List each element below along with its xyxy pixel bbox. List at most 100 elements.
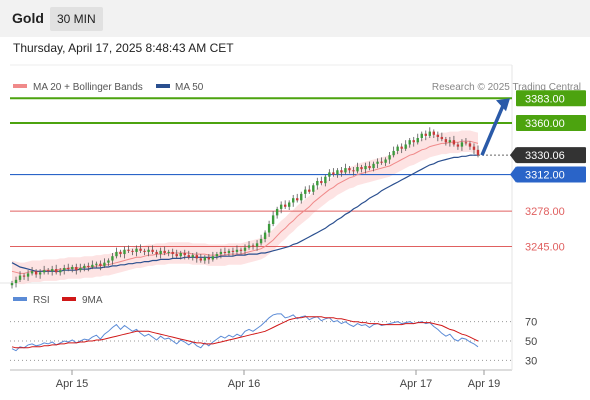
legend-9ma-label: 9MA (82, 295, 103, 306)
candle (42, 265, 46, 275)
candle (308, 185, 311, 194)
candle-body (336, 170, 339, 175)
candle (38, 269, 42, 279)
candle (320, 176, 323, 186)
candle-body (251, 245, 255, 247)
candle-body (235, 249, 239, 252)
candle (183, 249, 186, 260)
candle (416, 133, 419, 145)
candle-body (460, 142, 464, 147)
candle-body (71, 266, 74, 270)
candle (167, 249, 170, 257)
candle-body (219, 251, 223, 255)
candle-body (444, 139, 448, 143)
instrument-title: Gold (12, 10, 44, 26)
candle (139, 244, 142, 253)
candle-body (95, 263, 98, 265)
candle-body (63, 268, 66, 271)
candle (328, 169, 331, 181)
candle (364, 162, 367, 174)
candle (263, 230, 267, 243)
candle (187, 250, 190, 260)
candle (384, 157, 387, 166)
candle-body (392, 150, 395, 156)
candle-body (123, 249, 126, 255)
candle (179, 250, 182, 260)
candle-body (143, 250, 146, 252)
candle (247, 241, 251, 250)
candle (103, 258, 106, 269)
candle (171, 248, 174, 259)
candle (135, 245, 138, 257)
candle (356, 162, 359, 174)
candle-body (328, 172, 331, 177)
candle-body (384, 159, 387, 163)
candle-body (191, 255, 194, 258)
candle-body (127, 249, 130, 251)
candle (235, 245, 239, 255)
legend-ma20-label: MA 20 + Bollinger Bands (33, 82, 143, 93)
projection-arrow-head (496, 98, 510, 112)
candle (59, 268, 62, 276)
candle (219, 248, 223, 259)
candle-body (259, 239, 263, 244)
candle (54, 264, 58, 275)
candle (464, 138, 468, 146)
candle (243, 244, 247, 256)
candle (352, 167, 355, 176)
rsi-tick-50: 50 (525, 336, 537, 348)
candle-body (163, 250, 166, 253)
candle-body (424, 133, 427, 136)
candle (255, 240, 259, 251)
candle (324, 174, 327, 187)
candle-body (195, 255, 198, 259)
candle-body (50, 269, 54, 272)
candle-body (416, 138, 419, 143)
candle-body (59, 270, 62, 273)
candle (46, 268, 50, 275)
candle-body (14, 279, 18, 284)
candle-body (271, 215, 275, 224)
candlesticks (10, 127, 480, 289)
candle (388, 151, 391, 164)
level-label-3278.00: 3278.00 (525, 206, 565, 218)
candle-body (296, 198, 299, 201)
candle (63, 264, 66, 275)
candle (107, 258, 110, 266)
candle (436, 131, 440, 142)
candle-body (368, 165, 371, 169)
candle-body (332, 172, 335, 175)
candle-body (440, 136, 444, 140)
candle (223, 247, 227, 256)
header-bar: Gold 30 MIN (0, 0, 590, 37)
candle-body (103, 262, 106, 266)
legend-rsi: RSI (13, 295, 50, 306)
candle-body (215, 254, 219, 257)
bollinger-band-area (12, 130, 478, 285)
legend-ma20-swatch (13, 84, 27, 88)
candle-body (344, 168, 347, 173)
candle-body (135, 248, 138, 252)
candle (360, 164, 363, 173)
legend-ma20: MA 20 + Bollinger Bands (13, 82, 143, 93)
timeframe-badge[interactable]: 30 MIN (50, 7, 103, 31)
candle-body (18, 275, 22, 280)
candle (26, 270, 30, 281)
candle (267, 220, 271, 237)
candle (468, 141, 472, 150)
legend-ma50-swatch (156, 84, 170, 88)
candle (83, 263, 86, 272)
candle-body (279, 204, 283, 209)
level-label-box-3312.00 (516, 166, 586, 183)
candle (404, 140, 407, 151)
candle-body (26, 273, 30, 277)
candle (195, 251, 198, 263)
candle (420, 131, 423, 142)
candle-body (312, 185, 315, 192)
candle-body (167, 251, 170, 253)
candle-body (452, 140, 456, 145)
candle-body (316, 181, 319, 186)
candle-body (372, 163, 375, 169)
candle (296, 193, 299, 203)
candle (428, 127, 431, 139)
